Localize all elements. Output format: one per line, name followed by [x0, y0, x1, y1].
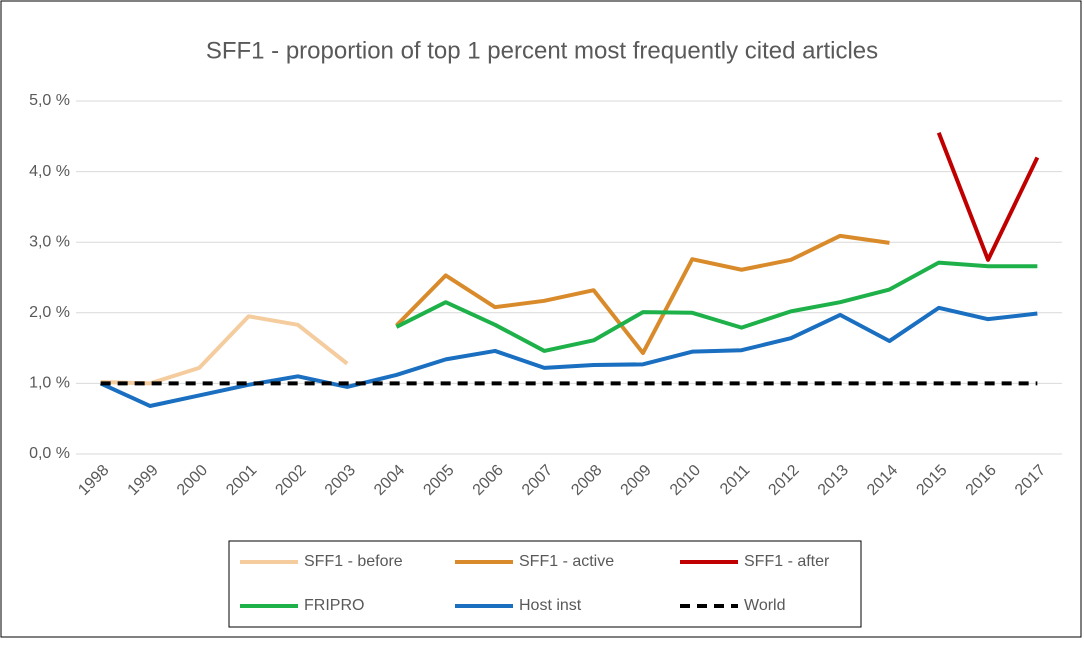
legend-label: Host inst [519, 597, 582, 614]
y-tick-label: 2,0 % [29, 304, 70, 321]
legend-label: SFF1 - after [744, 553, 830, 570]
series-line [395, 260, 1038, 353]
legend-label: World [744, 597, 786, 614]
y-tick-label: 5,0 % [29, 92, 70, 109]
series-line [936, 132, 1040, 262]
y-tick-label: 3,0 % [29, 233, 70, 250]
legend-label: SFF1 - active [519, 553, 614, 570]
y-tick-label: 4,0 % [29, 163, 70, 180]
legend-label: FRIPRO [304, 597, 364, 614]
legend-label: SFF1 - before [304, 553, 403, 570]
y-tick-label: 0,0 % [29, 445, 70, 462]
y-tick-label: 1,0 % [29, 375, 70, 392]
legend-box [228, 540, 862, 628]
chart-title: SFF1 - proportion of top 1 percent most … [206, 37, 878, 64]
series-line [395, 233, 890, 356]
